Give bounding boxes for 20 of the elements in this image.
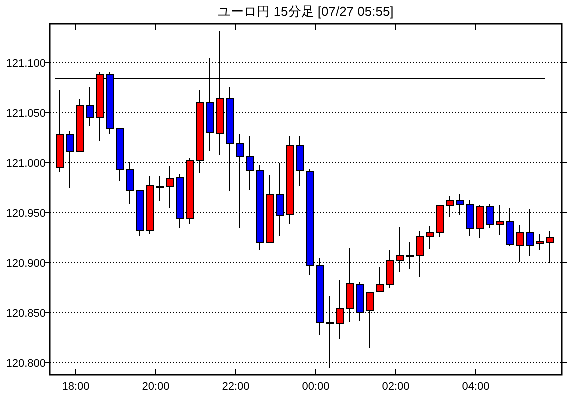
x-tick-label: 20:00 [142, 381, 170, 393]
x-tick-label: 02:00 [382, 381, 410, 393]
y-tick-label: 121.100 [6, 58, 46, 70]
x-tick-label: 04:00 [462, 381, 490, 393]
y-tick-label: 121.050 [6, 108, 46, 120]
candlestick [516, 224, 524, 262]
y-tick-label: 120.800 [6, 358, 46, 370]
x-tick-label: 00:00 [302, 381, 330, 393]
candlestick [376, 266, 384, 292]
chart-title: ユーロ円 15分足 [07/27 05:55] [218, 4, 394, 19]
candlestick [426, 226, 434, 250]
candlestick [156, 176, 164, 202]
x-tick-label: 18:00 [62, 381, 90, 393]
y-tick-label: 120.900 [6, 258, 46, 270]
candlestick [166, 166, 174, 208]
candlestick [536, 234, 544, 250]
y-tick-label: 120.950 [6, 208, 46, 220]
y-tick-label: 121.000 [6, 158, 46, 170]
y-tick-label: 120.850 [6, 308, 46, 320]
x-tick-label: 22:00 [222, 381, 250, 393]
